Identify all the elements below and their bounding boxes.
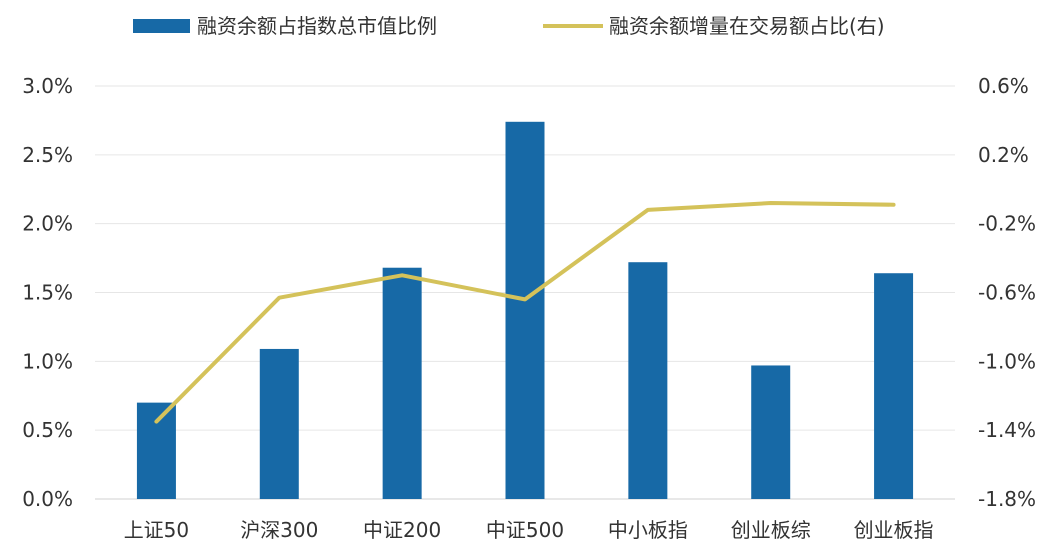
legend-label-bar: 融资余额占指数总市值比例 — [197, 14, 437, 38]
category-label: 上证50 — [124, 518, 189, 542]
right-axis: -1.8% -1.4% -1.0% -0.6% -0.2% 0.2% 0.6% — [978, 74, 1036, 511]
bar — [136, 402, 176, 499]
bar — [382, 267, 422, 499]
left-axis-tick-label: 0.0% — [22, 487, 73, 511]
series-line — [154, 201, 896, 424]
category-label: 中小板指 — [608, 518, 688, 542]
left-axis-tick-label: 1.0% — [22, 349, 73, 373]
right-axis-tick-label: 0.2% — [978, 143, 1029, 167]
right-axis-tick-label: -0.6% — [978, 281, 1036, 305]
category-axis: 上证50 沪深300 中证200 中证500 中小板指 创业板综 创业板指 — [124, 518, 934, 542]
left-axis-tick-label: 2.0% — [22, 212, 73, 236]
legend-label-line: 融资余额增量在交易额占比(右) — [609, 14, 885, 38]
category-label: 创业板指 — [854, 518, 934, 542]
left-axis-tick-label: 1.5% — [22, 281, 73, 305]
right-axis-tick-label: -0.2% — [978, 212, 1036, 236]
left-axis-tick-label: 0.5% — [22, 418, 73, 442]
bar-series — [136, 121, 914, 499]
legend: 融资余额占指数总市值比例 融资余额增量在交易额占比(右) — [133, 14, 885, 38]
bar — [628, 262, 668, 499]
legend-swatch-bar — [133, 19, 190, 33]
right-axis-tick-label: -1.8% — [978, 487, 1036, 511]
category-label: 中证200 — [363, 518, 441, 542]
bar — [751, 365, 791, 499]
line-series — [154, 201, 896, 424]
right-axis-tick-label: -1.4% — [978, 418, 1036, 442]
category-label: 创业板综 — [731, 518, 811, 542]
bar — [259, 348, 299, 499]
bar — [505, 121, 545, 499]
category-label: 沪深300 — [240, 518, 318, 542]
left-axis: 0.0% 0.5% 1.0% 1.5% 2.0% 2.5% 3.0% — [22, 74, 73, 511]
category-label: 中证500 — [486, 518, 564, 542]
left-axis-tick-label: 3.0% — [22, 74, 73, 98]
left-axis-tick-label: 2.5% — [22, 143, 73, 167]
right-axis-tick-label: -1.0% — [978, 349, 1036, 373]
right-axis-tick-label: 0.6% — [978, 74, 1029, 98]
bar — [874, 273, 914, 499]
